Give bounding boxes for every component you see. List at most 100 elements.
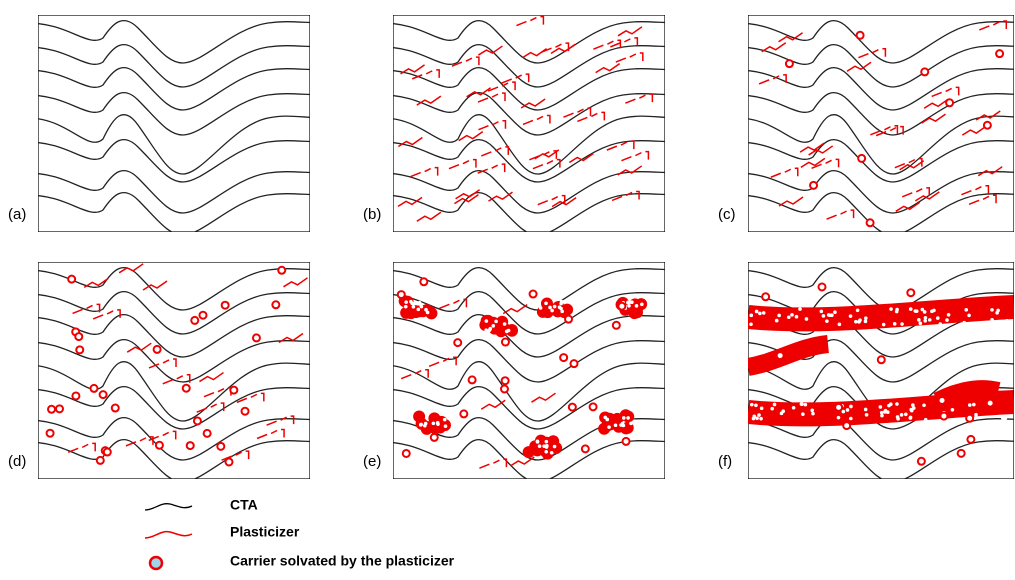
carrier	[907, 289, 914, 296]
plasticizer	[503, 305, 527, 314]
carrier	[398, 291, 405, 298]
carrier	[502, 377, 509, 384]
carrier	[966, 415, 973, 422]
carrier	[618, 303, 625, 310]
carrier-dot	[880, 411, 884, 415]
carrier	[230, 387, 237, 394]
carrier-dot	[626, 301, 630, 305]
carrier	[191, 317, 198, 324]
carrier-dot	[882, 323, 886, 327]
carrier-dot	[895, 402, 899, 406]
carrier-dot	[938, 322, 942, 326]
carrier-dot	[849, 405, 853, 409]
carrier	[97, 457, 104, 464]
carrier-dot	[923, 319, 927, 323]
panel	[738, 262, 1015, 482]
cta-chain	[28, 418, 328, 460]
plasticizer	[976, 111, 1000, 120]
carrier	[222, 302, 229, 309]
carrier-dot	[837, 416, 841, 420]
carrier-dot	[864, 320, 868, 324]
plasticizer	[523, 115, 550, 124]
carrier-dot	[924, 418, 928, 422]
carrier-cluster	[496, 316, 508, 328]
carrier-dot	[640, 302, 644, 306]
carrier-dot	[560, 310, 564, 314]
cta-chain	[383, 93, 683, 135]
cta-chain	[28, 362, 328, 421]
carrier-dot	[804, 403, 808, 407]
carrier-dot	[879, 405, 883, 409]
carrier	[460, 410, 467, 417]
carrier-dot	[922, 403, 926, 407]
carrier	[431, 434, 438, 441]
carrier-dot	[967, 314, 971, 318]
carrier-dot	[443, 418, 447, 422]
plasticizer	[478, 121, 505, 130]
plasticizer	[398, 138, 422, 147]
carrier-dot	[749, 322, 753, 326]
carrier-dot	[972, 403, 976, 407]
carrier-band	[748, 344, 828, 367]
carrier-dot	[846, 408, 850, 412]
carrier	[777, 352, 784, 359]
carrier-dot	[909, 307, 913, 311]
carrier-dot	[895, 310, 899, 314]
carrier-dot	[553, 305, 557, 309]
plasticizer	[962, 126, 986, 135]
plasticizer	[68, 443, 95, 452]
plasticizer	[616, 53, 643, 62]
carrier-dot	[884, 409, 888, 413]
carrier-cluster	[413, 410, 425, 422]
carrier	[946, 99, 953, 106]
cta-chain	[738, 440, 1015, 482]
cta-chain	[28, 440, 328, 482]
plasticizer	[257, 430, 284, 439]
carrier	[154, 346, 161, 353]
carrier-dot	[424, 422, 428, 426]
carrier-dot	[805, 317, 809, 321]
carrier-dot	[770, 407, 774, 411]
carrier-dot	[754, 404, 758, 408]
carrier-dot	[436, 421, 440, 425]
carrier-dot	[936, 316, 940, 320]
carrier-dot	[412, 305, 416, 309]
legend-cta-icon	[145, 504, 192, 510]
plasticizer	[812, 159, 839, 168]
panel	[28, 15, 328, 235]
carrier-dot	[545, 440, 549, 444]
carrier	[987, 400, 994, 407]
carrier-dot	[757, 413, 761, 417]
cta-chain	[28, 93, 328, 135]
carrier	[48, 406, 55, 413]
carrier-dot	[420, 305, 424, 309]
cta-chain	[28, 115, 328, 174]
carrier-dot	[621, 422, 625, 426]
carrier-dot	[538, 444, 542, 448]
carrier-dot	[820, 310, 824, 314]
carrier-dot	[921, 308, 925, 312]
plasticizer	[417, 212, 441, 221]
cta-chain	[28, 315, 328, 357]
legend: CTA Plasticizer Carrier solvated by the …	[145, 497, 455, 569]
carrier	[810, 182, 817, 189]
carrier	[156, 442, 163, 449]
carrier	[921, 68, 928, 75]
plasticizer	[533, 160, 560, 169]
plasticizer	[143, 281, 167, 290]
cta-chain	[738, 193, 1015, 235]
carrier-dot	[629, 422, 633, 426]
carrier-dot	[749, 314, 753, 318]
cta-chain	[28, 171, 328, 213]
carrier-dot	[790, 313, 794, 317]
carrier-dot	[553, 445, 557, 449]
carrier-dot	[1004, 321, 1008, 325]
plasticizer	[417, 96, 441, 105]
plasticizer	[478, 164, 505, 173]
carrier	[278, 267, 285, 274]
carrier-dot	[424, 308, 428, 312]
plasticizer	[922, 114, 946, 123]
carrier	[420, 278, 427, 285]
carrier-dot	[759, 417, 763, 421]
carrier	[72, 392, 79, 399]
